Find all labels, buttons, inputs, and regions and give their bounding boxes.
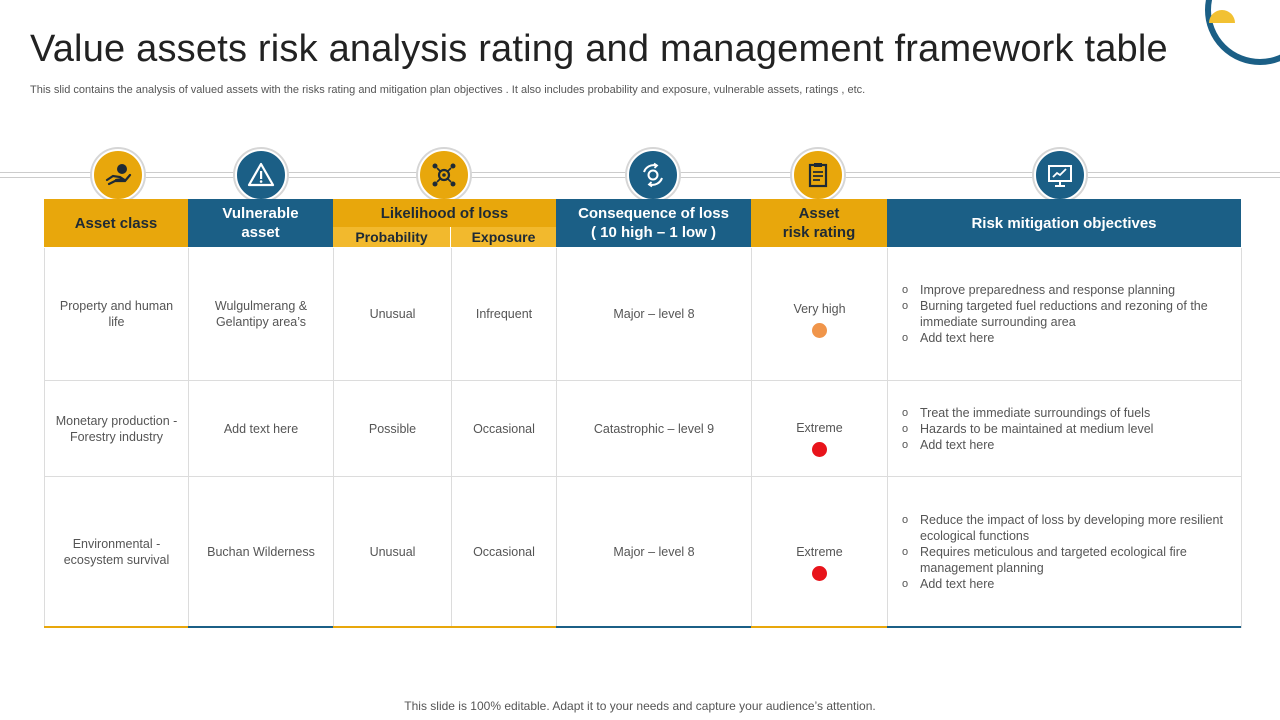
objective-item: Improve preparedness and response planni… [902,282,1227,298]
table-cell-probability: Unusual [334,477,452,628]
column-underline-blue [556,626,751,628]
cycle-gear-icon [627,149,679,201]
objective-item: Burning targeted fuel reductions and rez… [902,298,1227,330]
table-cell-rating: Very high [752,248,888,381]
header-risk-rating: Asset risk rating [751,199,887,247]
column-underline-blue [887,626,1241,628]
table-cell-vulnerable: Buchan Wilderness [189,477,334,628]
header-vulnerable-asset: Vulnerable asset [188,199,333,247]
table-cell-objectives: Improve preparedness and response planni… [888,248,1242,381]
header-exposure: Exposure [451,227,556,247]
table-cell-asset-class: Property and human life [45,248,189,381]
header-mitigation: Risk mitigation objectives [887,199,1241,247]
objective-item: Add text here [902,576,1227,592]
table-cell-probability: Possible [334,381,452,477]
objectives-list: Improve preparedness and response planni… [902,282,1227,346]
objective-item: Add text here [902,437,1153,453]
column-underline-blue [188,626,333,628]
header-likelihood: Likelihood of loss [333,199,556,227]
table-cell-exposure: Occasional [452,477,557,628]
rating-indicator-dot [812,565,827,581]
header-risk-rating-line2: risk rating [782,224,856,241]
table-cell-rating: Extreme [752,381,888,477]
table-cell-objectives: Reduce the impact of loss by developing … [888,477,1242,628]
table-cell-probability: Unusual [334,248,452,381]
warning-icon [235,149,287,201]
objectives-list: Treat the immediate surroundings of fuel… [902,405,1153,453]
header-consequence-line1: Consequence of loss [578,205,729,222]
corner-decoration-half-circle [1209,10,1235,23]
objective-item: Requires meticulous and targeted ecologi… [902,544,1227,576]
rating-indicator-dot [812,442,827,457]
header-vulnerable-asset-label: Vulnerable asset [222,205,299,241]
rating-indicator-dot [812,322,827,338]
corner-decoration-ring [1205,0,1280,65]
table-cell-consequence: Catastrophic – level 9 [557,381,752,477]
header-asset-class: Asset class [44,199,188,247]
objective-item: Hazards to be maintained at medium level [902,421,1153,437]
table-cell-consequence: Major – level 8 [557,477,752,628]
page-subtitle: This slid contains the analysis of value… [30,84,866,96]
presentation-chart-icon [1034,149,1086,201]
footer-note: This slide is 100% editable. Adapt it to… [404,699,876,713]
header-consequence-line2: ( 10 high – 1 low ) [590,224,717,241]
hand-money-icon [92,149,144,201]
table-cell-asset-class: Monetary production - Forestry industry [45,381,189,477]
table-cell-asset-class: Environmental - ecosystem survival [45,477,189,628]
column-underline-gold [751,626,887,628]
objectives-list: Reduce the impact of loss by developing … [902,512,1227,592]
table-cell-vulnerable: Wulgulmerang & Gelantipy area’s [189,248,334,381]
gear-network-icon [418,149,470,201]
header-probability: Probability [333,227,451,247]
objective-item: Treat the immediate surroundings of fuel… [902,405,1153,421]
objective-item: Reduce the impact of loss by developing … [902,512,1227,544]
header-risk-rating-line1: Asset [798,205,840,222]
rating-label: Very high [793,301,846,316]
table-cell-consequence: Major – level 8 [557,248,752,381]
rating-label: Extreme [796,544,843,559]
clipboard-icon [792,149,844,201]
table-cell-vulnerable: Add text here [189,381,334,477]
table-cell-exposure: Occasional [452,381,557,477]
column-underline-gold [44,626,188,628]
table-cell-rating: Extreme [752,477,888,628]
table-body: Property and human life Wulgulmerang & G… [44,248,1242,628]
table-cell-objectives: Treat the immediate surroundings of fuel… [888,381,1242,477]
page-title: Value assets risk analysis rating and ma… [30,28,1168,70]
column-underline-gold [333,626,556,628]
objective-item: Add text here [902,330,1227,346]
header-consequence: Consequence of loss ( 10 high – 1 low ) [556,199,751,247]
rating-label: Extreme [796,421,843,435]
table-cell-exposure: Infrequent [452,248,557,381]
